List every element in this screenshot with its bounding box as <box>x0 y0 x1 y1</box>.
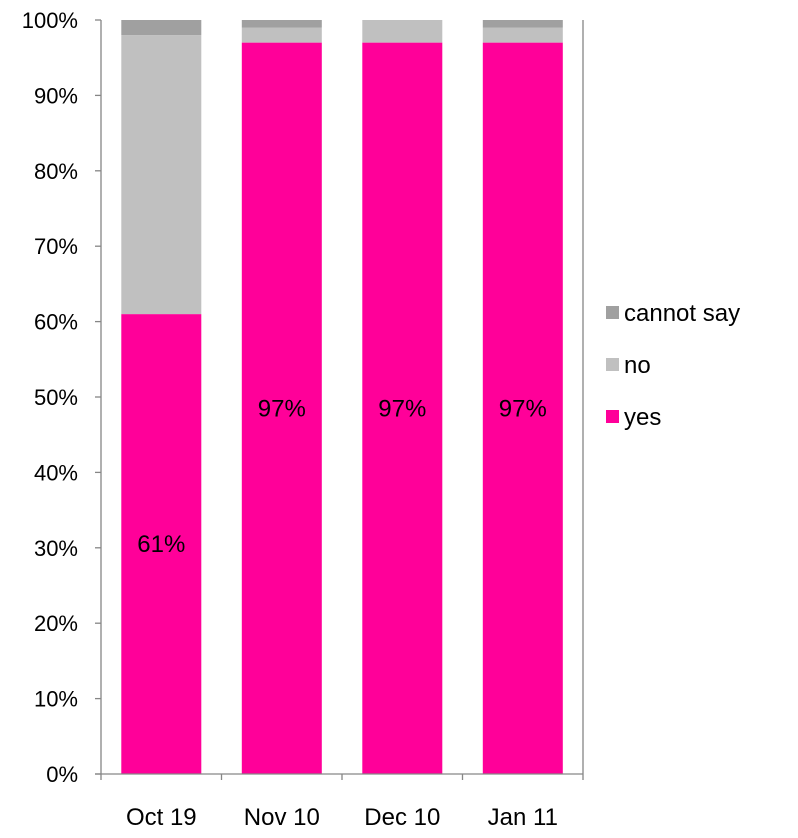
data-label-jan-11: 97% <box>499 395 547 422</box>
legend-swatch-no <box>606 358 619 371</box>
data-label-dec-10: 97% <box>378 395 426 422</box>
y-tick-label: 50% <box>34 385 78 410</box>
bar-yes-oct-19 <box>121 314 202 774</box>
y-tick-label: 70% <box>34 234 78 259</box>
y-tick-label: 20% <box>34 611 78 636</box>
bars-layer <box>121 20 563 775</box>
legend-swatch-yes <box>606 410 619 423</box>
legend-label-yes: yes <box>624 404 661 431</box>
bar-cannot-say-oct-19 <box>121 20 202 36</box>
x-tick-label-jan-11: Jan 11 <box>488 804 558 831</box>
data-label-nov-10: 97% <box>258 395 306 422</box>
legend-swatch-cannot-say <box>606 306 619 319</box>
y-tick-label: 40% <box>34 460 78 485</box>
legend-label-no: no <box>624 352 651 379</box>
legend-label-cannot-say: cannot say <box>624 300 740 327</box>
axes: Oct 19 Nov 10 Dec 10 Jan 11 0% 10% 20% 30% 40% 50… <box>22 8 584 831</box>
bar-cannot-say-nov-10 <box>241 20 322 28</box>
y-tick-label: 100% <box>22 8 78 33</box>
bar-no-oct-19 <box>121 35 202 315</box>
y-tick-label: 0% <box>46 762 78 787</box>
x-tick-label-dec-10: Dec 10 <box>364 804 440 831</box>
bar-yes-nov-10 <box>241 42 322 775</box>
data-label-oct-19: 61% <box>137 531 185 558</box>
bar-no-nov-10 <box>241 27 322 43</box>
bar-cannot-say-jan-11 <box>482 20 563 28</box>
bar-yes-jan-11 <box>482 42 563 775</box>
bar-no-dec-10 <box>362 20 443 43</box>
bar-no-jan-11 <box>482 27 563 43</box>
y-tick-label: 60% <box>34 310 78 335</box>
y-tick-label: 80% <box>34 159 78 184</box>
x-tick-label-nov-10: Nov 10 <box>244 804 320 831</box>
y-tick-label: 30% <box>34 536 78 561</box>
x-tick-label-oct-19: Oct 19 <box>126 804 197 831</box>
y-tick-label: 90% <box>34 83 78 108</box>
bar-yes-dec-10 <box>362 42 443 775</box>
data-labels-layer: 61% 97% 97% 97% <box>137 395 547 558</box>
legend: cannot say no yes <box>606 300 740 431</box>
y-tick-label: 10% <box>34 687 78 712</box>
